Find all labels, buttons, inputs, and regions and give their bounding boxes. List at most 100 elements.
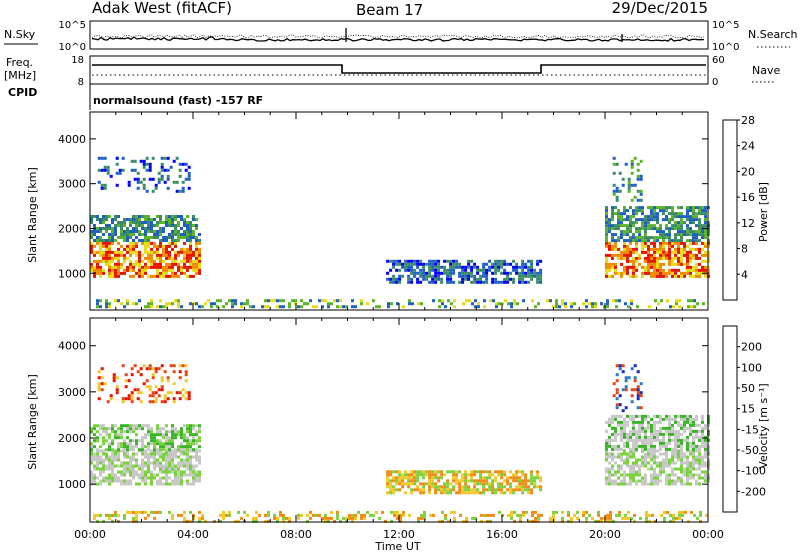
velocity-colorbar-label: 15 <box>741 403 755 416</box>
velocity-cell-4-32 <box>617 452 620 456</box>
power-cell-7-186 <box>606 299 609 303</box>
power-cell-5-78 <box>632 221 635 225</box>
power-cell-2-42 <box>142 186 146 190</box>
power-cell-3-211 <box>503 259 507 263</box>
power-cell-0-243 <box>174 274 177 278</box>
velocity-cell-4-30 <box>614 479 617 483</box>
power-cell-0-239 <box>174 256 177 260</box>
velocity-cell-7-193 <box>516 513 519 517</box>
velocity-cell-3-80 <box>428 470 432 474</box>
power-cell-3-212 <box>503 262 507 266</box>
velocity-cell-5-94 <box>638 432 641 436</box>
velocity-cell-2-95 <box>178 364 182 368</box>
velocity-cell-5-221 <box>680 447 683 451</box>
power-cell-3-87 <box>434 262 438 266</box>
power-cell-5-17 <box>611 206 614 210</box>
power-cell-1-66 <box>123 218 126 221</box>
velocity-cell-5-141 <box>653 432 656 436</box>
power-cell-5-252 <box>692 239 695 243</box>
power-cell-4-269 <box>701 253 704 257</box>
power-cell-3-192 <box>491 277 495 281</box>
power-cell-3-219 <box>506 274 510 278</box>
power-cell-5-226 <box>686 212 689 216</box>
velocity-cell-2-111 <box>187 397 191 401</box>
power-cell-4-141 <box>656 268 659 272</box>
power-cell-5-196 <box>674 227 677 231</box>
power-cell-3-80 <box>431 262 435 266</box>
power-cell-1-164 <box>168 218 171 221</box>
velocity-cell-7-221 <box>567 510 570 514</box>
power-cell-0-298 <box>195 265 198 269</box>
velocity-cell-0-138 <box>135 482 138 486</box>
velocity-cell-5-266 <box>698 435 701 439</box>
velocity-cell-1-212 <box>195 424 198 428</box>
power-cell-3-126 <box>452 268 456 272</box>
power-cell-5-201 <box>677 212 680 216</box>
velocity-cell-4-266 <box>698 473 701 477</box>
power-cell-0-151 <box>144 262 147 266</box>
velocity-cell-4-113 <box>644 482 647 486</box>
velocity-cell-5-155 <box>659 426 662 430</box>
power-cell-1-109 <box>141 227 144 230</box>
power-cell-7-78 <box>282 305 285 309</box>
power-cell-5-35 <box>617 215 620 219</box>
power-cell-0-222 <box>168 262 171 266</box>
velocity-cell-4-213 <box>680 479 683 483</box>
velocity-cell-0-17 <box>93 479 96 483</box>
velocity-cell-5-225 <box>683 423 686 427</box>
power-cell-1-135 <box>153 224 156 227</box>
power-cell-3-35 <box>407 274 411 278</box>
velocity-cell-7-187 <box>507 513 510 517</box>
velocity-cell-0-301 <box>189 467 192 471</box>
velocity-cell-2-75 <box>160 379 164 383</box>
power-cell-5-60 <box>626 218 629 222</box>
power-cell-4-51 <box>623 271 626 275</box>
power-cell-4-161 <box>662 262 665 266</box>
velocity-cell-0-43 <box>102 470 105 474</box>
nave-tick-bottom: 0 <box>712 77 718 88</box>
velocity-cell-0-276 <box>180 476 183 480</box>
velocity-cell-3-251 <box>515 476 519 480</box>
velocity-cell-5-88 <box>635 447 638 451</box>
velocity-cell-2-1 <box>97 376 101 380</box>
power-cell-0-292 <box>195 247 198 251</box>
power-cell-7-132 <box>450 302 453 306</box>
velocity-cell-7-288 <box>687 519 690 523</box>
velocity-cell-1-18 <box>99 445 102 449</box>
velocity-cell-6-35 <box>636 391 640 395</box>
power-cell-0-130 <box>138 250 141 254</box>
power-cell-1-55 <box>114 239 117 242</box>
velocity-cell-7-184 <box>492 513 495 517</box>
power-cell-1-217 <box>192 215 195 218</box>
power-cell-0-193 <box>159 259 162 263</box>
velocity-cell-1-173 <box>177 433 180 437</box>
velocity-cell-5-180 <box>668 426 671 430</box>
power-cell-4-196 <box>674 268 677 272</box>
velocity-cell-2-45 <box>139 391 143 395</box>
power-cell-3-67 <box>422 277 426 281</box>
velocity-cell-1-162 <box>171 433 174 437</box>
velocity-cell-3-69 <box>419 491 423 495</box>
power-cell-3-153 <box>467 277 471 281</box>
velocity-cell-4-230 <box>686 476 689 480</box>
velocity-cell-3-263 <box>521 479 525 483</box>
velocity-cell-7-117 <box>342 516 345 520</box>
velocity-cell-3-222 <box>500 470 504 474</box>
power-cell-3-197 <box>494 268 498 272</box>
power-cell-1-208 <box>186 236 189 239</box>
velocity-cell-5-207 <box>677 429 680 433</box>
power-cell-3-96 <box>437 265 441 269</box>
velocity-cell-5-144 <box>653 444 656 448</box>
velocity-cell-2-10 <box>103 382 107 386</box>
velocity-cell-2-67 <box>154 391 158 395</box>
power-cell-0-99 <box>126 244 129 248</box>
velocity-cell-7-101 <box>312 513 315 517</box>
velocity-cell-7-245 <box>606 519 609 523</box>
power-cell-6-3 <box>612 183 616 187</box>
velocity-cell-3-234 <box>506 476 510 480</box>
power-cell-2-52 <box>151 177 155 181</box>
power-cell-5-125 <box>647 239 650 243</box>
power-cell-2-27 <box>130 168 134 172</box>
power-cell-0-192 <box>159 256 162 260</box>
velocity-cell-1-98 <box>141 439 144 443</box>
